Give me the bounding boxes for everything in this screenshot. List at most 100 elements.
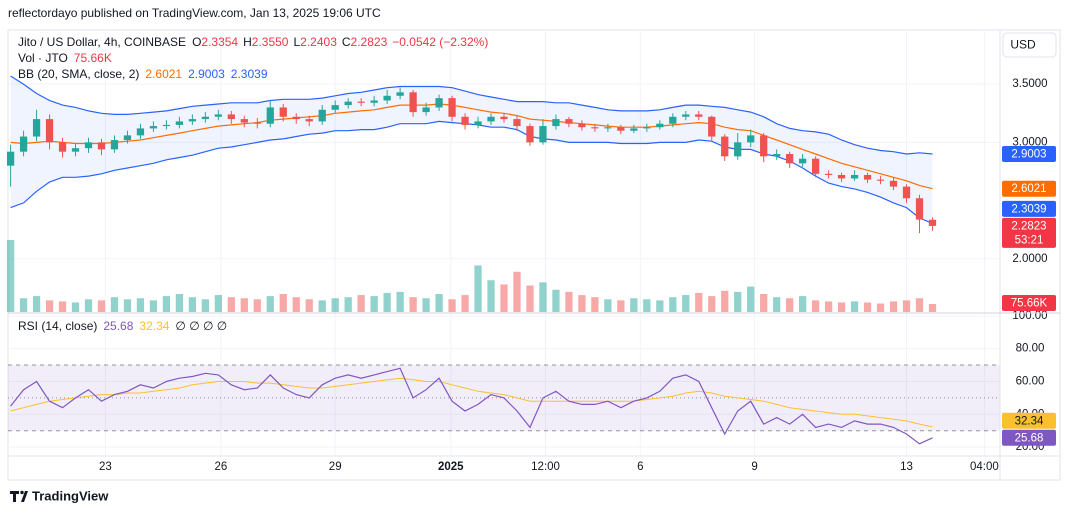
rsi-tag-label: 25.68: [1015, 432, 1044, 444]
bb-upper: [10, 75, 933, 155]
volume-bar: [331, 298, 339, 312]
bb-lower-value: 2.3039: [231, 67, 268, 81]
candle-body: [110, 140, 119, 150]
last-price-tag-label: 2.2823: [1011, 220, 1046, 232]
volume-bar: [58, 301, 67, 312]
volume-bar: [552, 289, 560, 312]
bb-upper-tag-label: 2.9003: [1011, 149, 1046, 161]
volume-bar: [448, 299, 456, 312]
x-tick-label: 29: [329, 461, 342, 473]
volume-bar: [837, 302, 846, 312]
candle-body: [201, 116, 209, 120]
volume-bar: [474, 265, 482, 312]
volume-bar: [565, 291, 573, 312]
volume-bar: [695, 292, 703, 312]
candle-body: [175, 121, 184, 125]
bb-upper-value: 2.9003: [188, 67, 225, 81]
volume-bar: [175, 294, 184, 312]
volume-bar: [591, 297, 599, 312]
volume-bar: [578, 295, 586, 312]
last-price-tag: [1002, 217, 1056, 248]
candle-body: [811, 158, 820, 174]
volume-bar: [889, 301, 898, 312]
ohlc-legend: Jito / US Dollar, 4h, COINBASE O2.3354 H2.…: [18, 35, 488, 49]
candle-body: [487, 116, 495, 122]
candle-body: [552, 119, 560, 127]
rsi-ma-value: 32.34: [139, 319, 169, 333]
currency-button[interactable]: [1002, 32, 1057, 58]
volume-bar: [123, 299, 132, 312]
volume-bar: [6, 240, 15, 312]
volume-bar: [617, 300, 625, 312]
candle-body: [824, 173, 833, 175]
candle-body: [669, 116, 677, 124]
candle-body: [643, 127, 651, 129]
candle-body: [902, 186, 911, 199]
rsi-tick-label: 60.00: [1016, 376, 1045, 388]
volume-bar: [824, 301, 833, 312]
x-tick-label: 26: [215, 461, 228, 473]
currency-label[interactable]: USD: [1010, 38, 1036, 52]
candle-body: [19, 136, 28, 152]
rsi-value: 25.68: [103, 319, 133, 333]
y-tick-label: 3.0000: [1012, 136, 1047, 148]
candle-body: [370, 100, 378, 103]
candle-body: [889, 180, 898, 187]
volume-legend: Vol · JTO 75.66K: [18, 51, 112, 65]
volume-tag-label: 75.66K: [1011, 298, 1048, 310]
candle-body: [279, 107, 287, 117]
bb-fill: [10, 76, 933, 224]
volume-bar: [370, 296, 378, 312]
candle-body: [721, 136, 729, 157]
candle-body: [84, 142, 93, 149]
candle-body: [396, 92, 404, 96]
volume-bar: [669, 297, 677, 312]
candle-body: [435, 98, 443, 108]
candle-body: [863, 174, 872, 180]
bb-upper-tag: [1002, 145, 1056, 162]
plot-layer: 23 26 29 2025 12:00 6 9 13 04:00 3.5000 3.0000 2.00…: [6, 30, 1048, 473]
publisher: reflectordayo published on TradingView.c…: [8, 6, 381, 20]
x-tick-label: 9: [751, 461, 757, 473]
candle-body: [344, 101, 352, 106]
candle-body: [448, 98, 456, 117]
rsi-legend: RSI (14, close) 25.68 32.34 ∅ ∅ ∅ ∅: [18, 319, 227, 333]
legend-open: 2.3354: [201, 35, 238, 49]
candle-body: [149, 126, 158, 129]
volume-bar: [214, 295, 222, 312]
last-price-tag-label: 53:21: [1015, 234, 1044, 246]
candle-body: [45, 119, 54, 143]
candle-body: [97, 142, 106, 150]
candle-body: [850, 174, 859, 179]
candle-body: [383, 95, 391, 101]
volume-bar: [97, 300, 106, 312]
candle-body: [915, 198, 924, 220]
volume-bar: [526, 285, 534, 312]
y-tick-label: 2.0000: [1012, 253, 1047, 265]
volume-bar: [876, 303, 885, 312]
volume-bar: [71, 302, 80, 312]
candle-body: [747, 135, 755, 143]
volume-bar: [734, 291, 742, 312]
label-h: H: [243, 35, 252, 49]
volume-bar: [435, 294, 443, 312]
volume-bar: [773, 297, 781, 312]
volume-bar: [928, 303, 937, 312]
volume-bar: [682, 295, 690, 312]
volume-bar: [513, 271, 521, 312]
candle-body: [656, 123, 664, 128]
volume-bar: [110, 297, 119, 312]
brand-logo: [10, 490, 28, 502]
candle-body: [214, 114, 222, 117]
bb-basis-tag: [1002, 180, 1056, 197]
candle-body: [928, 219, 937, 226]
candle-body: [71, 148, 80, 152]
candle-body: [630, 128, 638, 131]
brand: TradingView: [32, 488, 109, 503]
candle-body: [539, 126, 547, 143]
legend-change: −0.0542 (−2.32%): [392, 35, 488, 49]
candle-body: [422, 107, 430, 113]
rsi-extra: ∅ ∅ ∅ ∅: [175, 319, 227, 333]
